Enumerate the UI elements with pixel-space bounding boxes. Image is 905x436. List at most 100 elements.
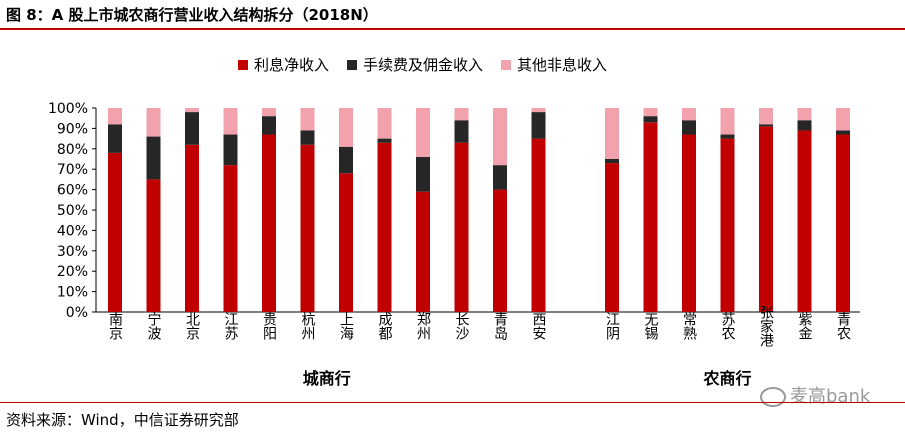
y-tick-label: 70% [57,162,88,178]
category-label: 张家港 [758,305,774,347]
bar-segment-interest [605,163,619,312]
y-tick-label: 50% [57,203,88,219]
bar-segment-interest [720,138,735,312]
y-tick-label: 80% [57,142,88,158]
bar-segment-other [682,108,696,121]
legend-label: 利息净收入 [254,56,329,74]
bar-segment-fee [605,159,619,164]
category-label: 江苏 [223,312,239,341]
y-tick-label: 30% [57,244,88,260]
bar-segment-other [836,108,850,131]
bar-segment-other [493,108,507,166]
bar-segment-fee [531,112,546,139]
category-label: 长沙 [454,312,470,340]
y-tick-label: 90% [57,121,88,137]
bar-segment-interest [643,122,658,312]
bar-segment-fee [720,134,735,139]
y-tick-label: 100% [48,101,88,117]
legend-label: 手续费及佣金收入 [363,56,483,74]
group-label: 城商行 [303,369,351,388]
bar-segment-fee [836,130,850,135]
category-label: 常熟 [681,312,697,340]
bar-segment-other [108,108,122,125]
bar-segment-other [262,108,276,117]
title-rule [0,28,905,30]
bar-segment-interest [682,134,696,312]
bar-segment-interest [223,165,238,312]
bar-segment-fee [643,116,658,123]
category-label: 无锡 [643,312,659,340]
y-tick-label: 40% [57,223,88,239]
legend-swatch-other [501,60,511,70]
bar-segment-interest [108,152,122,312]
y-tick-label: 60% [57,183,88,199]
bar-segment-interest [797,130,812,312]
category-label: 郑州 [415,312,431,340]
category-label: 苏农 [720,312,736,340]
bar-segment-fee [185,112,199,145]
wechat-icon [760,387,786,407]
bar-segment-fee [454,120,469,143]
bar-segment-fee [108,124,122,153]
legend-swatch-interest [238,60,248,70]
bar-segment-fee [797,120,812,131]
bar-segment-other [797,108,812,121]
bar-segment-other [605,108,619,159]
bar-segment-other [720,108,735,135]
source-rule [0,402,905,403]
category-label: 南京 [107,312,123,340]
y-tick-label: 0% [66,305,88,321]
bar-segment-other [454,108,469,121]
y-tick-label: 10% [57,285,88,301]
bar-segment-fee [682,120,696,135]
legend-label: 其他非息收入 [517,56,607,74]
category-label: 杭州 [300,312,316,340]
category-label: 江阴 [604,312,620,341]
bar-segment-other [759,108,773,125]
category-label: 北京 [184,312,200,340]
bar-segment-other [377,108,392,139]
bar-segment-fee [300,130,315,145]
bar-segment-other [223,108,238,135]
category-label: 青岛 [492,312,508,340]
watermark: 麦高bank [760,382,870,408]
bar-segment-other [531,108,546,113]
bar-segment-interest [493,189,507,312]
bar-segment-fee [223,134,238,166]
bar-segment-other [146,108,161,137]
bar-segment-interest [531,138,546,312]
bar-segment-other [300,108,315,131]
bar-segment-other [185,108,199,113]
source-note: 资料来源：Wind，中信证券研究部 [6,411,239,429]
bar-segment-interest [836,134,850,312]
category-label: 上海 [338,312,354,340]
bar-segment-interest [185,144,199,312]
group-label: 农商行 [702,369,751,388]
category-label: 成都 [377,312,393,340]
bar-segment-fee [146,136,161,180]
bar-segment-interest [262,134,276,312]
legend-swatch-fee [347,60,357,70]
bar-segment-interest [759,126,773,312]
category-label: 宁波 [146,311,162,340]
bar-segment-fee [339,146,353,174]
category-label: 西安 [531,312,547,340]
category-label: 贵阳 [261,312,277,340]
bar-segment-interest [416,191,430,312]
bar-segment-other [339,108,353,147]
bar-segment-interest [339,173,353,312]
bar-segment-interest [300,144,315,312]
bar-segment-fee [377,138,392,143]
bar-segment-interest [377,142,392,312]
bar-segment-interest [146,179,161,312]
bar-segment-fee [493,165,507,190]
bar-segment-other [643,108,658,117]
y-tick-label: 20% [57,264,88,280]
bar-segment-fee [416,156,430,192]
figure-title: 图 8：A 股上市城农商行营业收入结构拆分（2018N） [6,6,378,24]
bar-segment-fee [759,124,773,127]
category-label: 紫金 [797,312,813,340]
watermark-text: 麦高bank [790,386,871,407]
bar-segment-interest [454,142,469,312]
